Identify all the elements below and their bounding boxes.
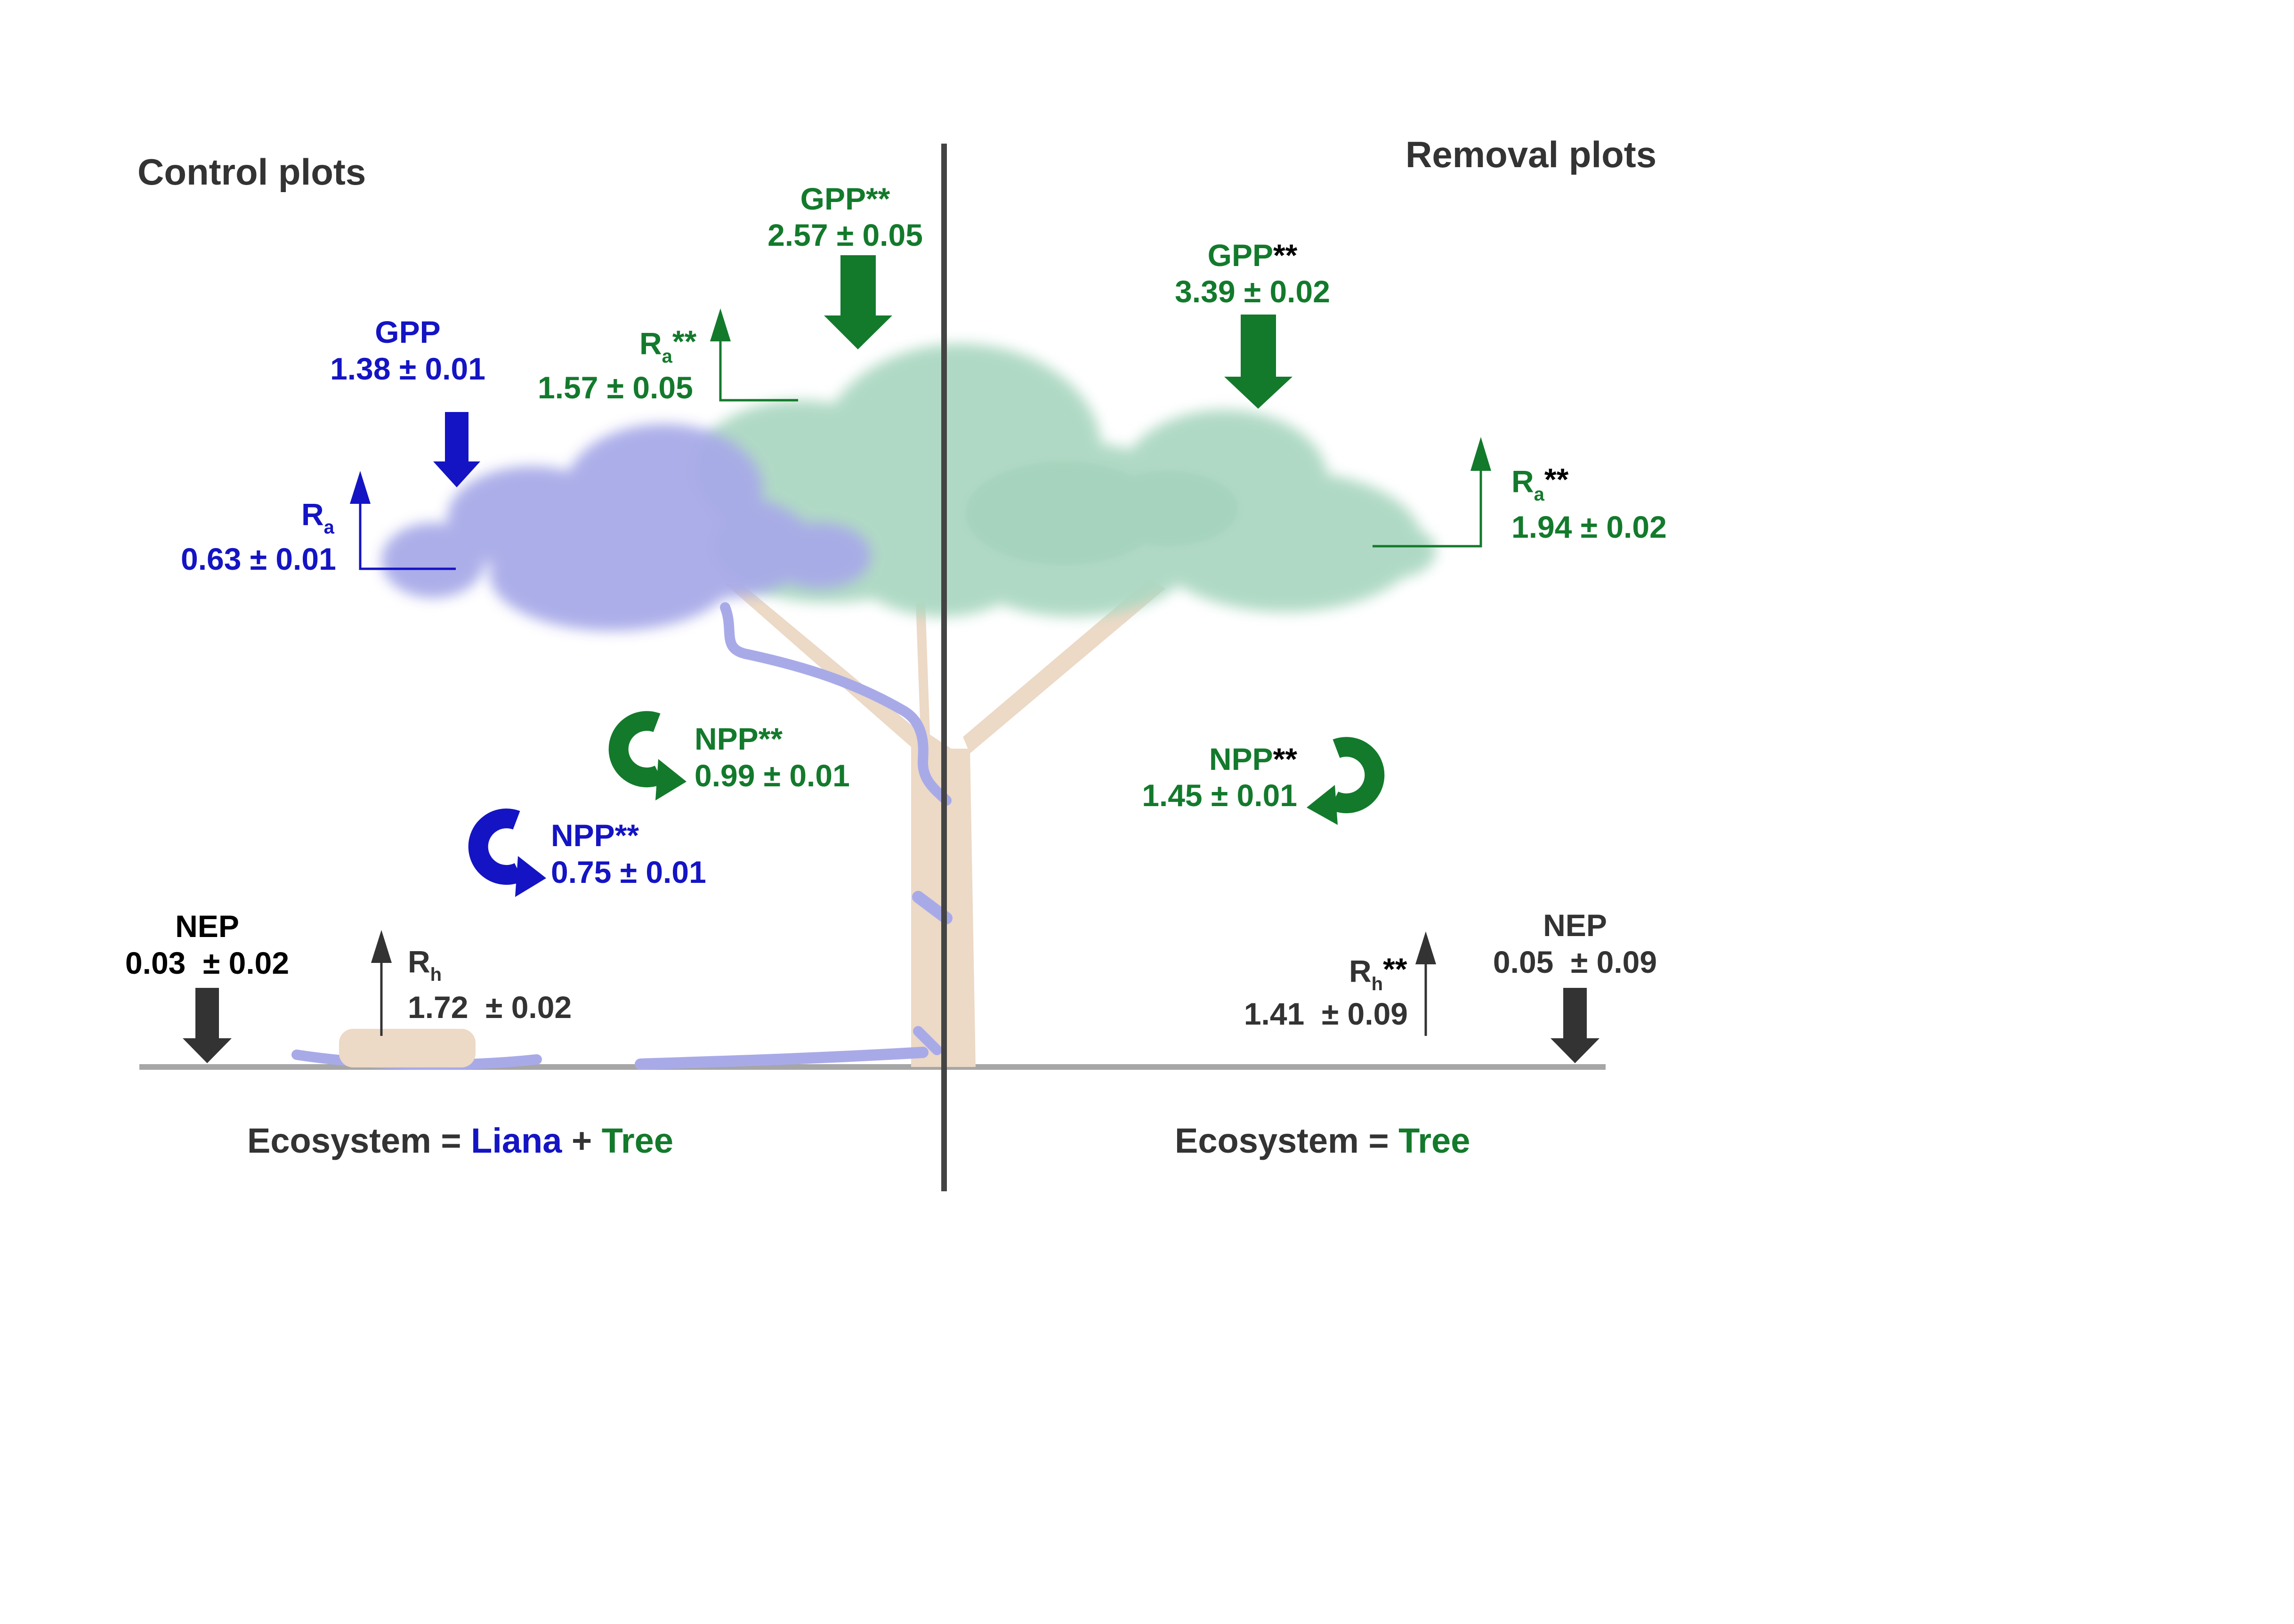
control-tree-npp-arrow [608,711,687,800]
removal-tree-npp-arrow [1307,737,1385,825]
control-liana-gpp-value: 1.38 ± 0.01 [330,351,485,386]
dead-log [339,1029,476,1067]
control-rh-arrow [371,930,392,1036]
control-rh-label: Rh [408,944,442,985]
control-liana-gpp-label: GPP [375,315,440,349]
control-tree-npp-value: 0.99 ± 0.01 [695,758,850,793]
control-nep-arrow [183,988,232,1063]
control-tree-gpp-arrow [824,255,892,349]
removal-tree-gpp-label: GPP** [1208,238,1298,273]
control-liana-ra-label: Ra [301,497,335,538]
control-nep-label: NEP [175,909,239,944]
removal-nep-value: 0.05 ± 0.09 [1493,945,1657,979]
control-tree-npp-label: NPP** [695,721,783,756]
control-liana-ra-arrow [350,471,456,570]
control-ecosystem-equation: Ecosystem = Liana + Tree [247,1121,673,1160]
removal-tree-gpp-value: 3.39 ± 0.02 [1175,274,1330,309]
control-tree-gpp-label: GPP** [800,181,890,216]
control-liana-ra-value: 0.63 ± 0.01 [181,541,336,576]
tree-canopy-shade [965,461,1238,565]
removal-rh-arrow [1415,931,1436,1036]
removal-rh-label: Rh** [1349,952,1407,994]
removal-nep-label: NEP [1543,908,1607,943]
control-tree-gpp-value: 2.57 ± 0.05 [767,218,923,252]
removal-plots-heading: Removal plots [1405,134,1656,175]
control-tree-ra-label: Ra** [639,324,697,367]
removal-tree-ra-value: 1.94 ± 0.02 [1511,509,1667,544]
control-plots-heading: Control plots [137,151,366,193]
control-rh-value: 1.72 ± 0.02 [408,990,572,1025]
control-nep-value: 0.03 ± 0.02 [125,945,289,980]
removal-tree-ra-label: Ra** [1511,462,1569,505]
removal-tree-npp-label: NPP** [1209,742,1297,776]
control-liana-gpp-arrow [433,412,480,487]
control-liana-npp-value: 0.75 ± 0.01 [551,855,706,889]
removal-ecosystem-equation: Ecosystem = Tree [1175,1121,1470,1160]
removal-tree-ra-arrow [1373,437,1491,548]
removal-rh-value: 1.41 ± 0.09 [1244,996,1408,1031]
control-tree-ra-arrow [710,308,798,402]
control-liana-npp-arrow [468,808,546,897]
control-liana-npp-label: NPP** [551,818,639,853]
removal-tree-npp-value: 1.45 ± 0.01 [1142,778,1297,813]
liana-canopy [381,424,871,631]
removal-tree-gpp-arrow [1224,315,1292,409]
control-tree-ra-value: 1.57 ± 0.05 [538,370,693,405]
removal-nep-arrow [1551,988,1599,1063]
